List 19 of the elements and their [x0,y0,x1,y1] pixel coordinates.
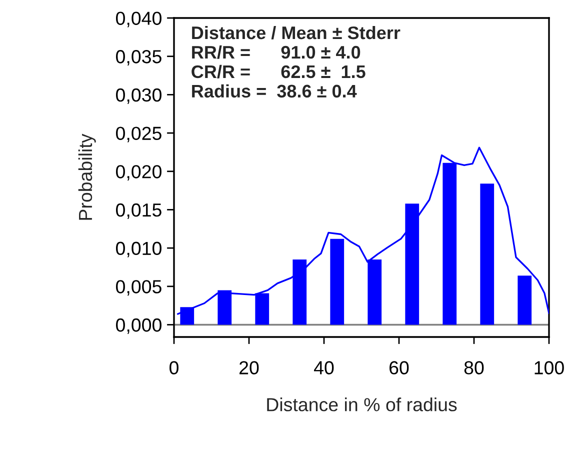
y-axis-title: Probability [78,134,96,220]
y-tick-label: 0,035 [116,50,162,66]
x-tick-label: 60 [390,361,409,374]
x-tick-label: 100 [534,361,564,374]
y-tick-label: 0,030 [116,88,162,104]
x-tick-label: 0 [170,361,178,374]
y-tick-label: 0,025 [116,126,162,142]
x-axis-title: Distance in % of radius [267,398,457,412]
y-tick-label: 0,015 [116,203,162,219]
bar [480,184,494,325]
x-tick-label: 40 [314,361,334,374]
x-tick-label: 20 [240,361,259,374]
y-tick-label: 0,005 [116,280,162,296]
y-tick-label: 0,020 [116,165,162,181]
y-tick-label: 0,010 [116,242,162,258]
annotation: Distance / Mean ± Stderr RR/R = 91.0 ± 4.0 CR/R = 62.5 ± 1.5 Radius = 38.6 ± 0.4 [192,26,400,98]
y-tick-label: 0,000 [116,318,162,334]
y-tick-label: 0,040 [116,12,162,28]
x-tick-label: 80 [464,361,484,374]
